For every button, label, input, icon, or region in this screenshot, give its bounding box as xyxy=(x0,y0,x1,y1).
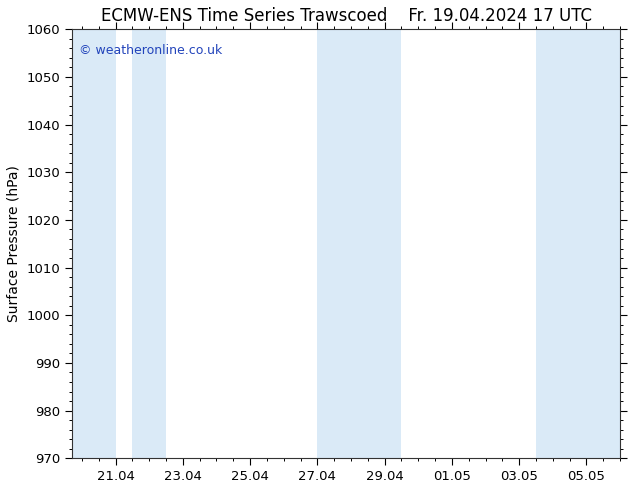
Bar xyxy=(133,29,166,458)
Y-axis label: Surface Pressure (hPa): Surface Pressure (hPa) xyxy=(7,165,21,322)
Bar xyxy=(48,29,115,458)
Title: ECMW-ENS Time Series Trawscoed    Fr. 19.04.2024 17 UTC: ECMW-ENS Time Series Trawscoed Fr. 19.04… xyxy=(101,7,592,25)
Bar xyxy=(536,29,620,458)
Bar xyxy=(318,29,401,458)
Text: © weatheronline.co.uk: © weatheronline.co.uk xyxy=(79,44,222,57)
